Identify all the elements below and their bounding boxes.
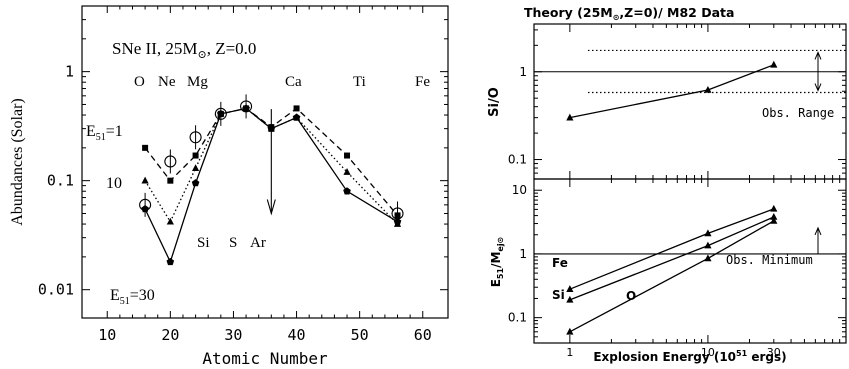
observed-point [240, 100, 253, 113]
si-o-line [569, 64, 775, 119]
si-o-series [534, 49, 846, 121]
series-name-si: Si [552, 288, 565, 302]
series-point-square [293, 105, 300, 112]
series-point-triangle [166, 217, 174, 225]
energy-ratio-x-axis-label: Explosion Energy (1051 ergs) [593, 349, 786, 364]
left-x-tick-label: 50 [351, 326, 369, 344]
series-point-square [142, 144, 149, 151]
energy-ratio-point-fe [704, 229, 712, 237]
si-o-point [770, 60, 778, 68]
label-e51-10: 10 [106, 175, 122, 192]
left-ticks [82, 5, 448, 318]
element-label-mg: Mg [187, 74, 208, 90]
energy-ratio-point-si [704, 241, 712, 249]
left-x-tick-label: 20 [161, 326, 179, 344]
top-element-labels: O Ne Mg Ca Ti Fe [134, 74, 430, 90]
series-point-pentagon [343, 187, 351, 195]
left-y-tick-label: 1 [65, 63, 74, 81]
bottom-element-labels: Si S Ar [197, 235, 266, 251]
si-o-ticks [534, 24, 847, 180]
left-x-tick-label: 10 [98, 326, 116, 344]
right-title: Theory (25M⊙,Z=0)/ M82 Data [524, 5, 734, 22]
energy-ratio-y-tick-label: 1 [519, 247, 527, 261]
left-tick-labels: 10 20 30 40 50 60 0.01 0.1 1 [38, 63, 432, 344]
obs-range-arrowhead-top [814, 51, 822, 60]
energy-ratio-point-fe [770, 204, 778, 212]
series-point-square [192, 152, 199, 159]
energy-ratio-x-tick-label: 10 [701, 346, 715, 359]
energy-ratio-point-fe [566, 285, 574, 292]
model-label: SNe II, 25M⊙, Z=0.0 [112, 39, 256, 61]
series-point-triangle [141, 176, 149, 184]
element-label-si: Si [197, 235, 210, 251]
si-o-y-axis-label: Si/O [487, 87, 502, 117]
energy-ratio-point-o [566, 327, 574, 335]
series-point-pentagon [292, 113, 301, 121]
energy-ratio-tick-labels: 0.1 1 10 1 10 30 [508, 183, 781, 359]
left-abundance-plot: 10 20 30 40 50 600.010.11 Abundances (Solar) … [9, 5, 449, 368]
left-x-axis-label: Atomic Number [202, 349, 328, 368]
energy-ratio-x-tick-label: 30 [767, 346, 781, 359]
si-o-frame [533, 23, 847, 180]
observed-point [391, 207, 404, 220]
label-e51-30: E51=30 [110, 287, 155, 307]
element-label-ti: Ti [353, 74, 366, 90]
element-label-ar: Ar [250, 235, 266, 251]
energy-ratio-panel: 0.1 1 10 1 10 30 Fe Si O E51/Mej⊙ Explosion Ene… [489, 178, 847, 364]
series-name-o: O [626, 289, 636, 303]
element-label-fe: Fe [415, 74, 430, 90]
energy-ratio-point-si [770, 212, 778, 220]
obs-range-label: Obs. Range [762, 106, 834, 120]
observed-point [139, 198, 152, 211]
series-point-square [344, 152, 351, 159]
obs-minimum-label: Obs. Minimum [726, 253, 813, 267]
series-point-pentagon [191, 179, 200, 187]
observed-point [189, 131, 202, 144]
energy-ratio-y-tick-label: 0.1 [508, 311, 527, 325]
left-x-tick-label: 40 [288, 326, 306, 344]
si-o-y-tick-label: 0.1 [508, 153, 527, 167]
energy-ratio-series [534, 204, 846, 335]
element-label-o: O [134, 74, 145, 90]
series-point-square [167, 177, 174, 184]
energy-ratio-frame [533, 178, 847, 344]
label-e51-1: E51=1 [86, 123, 123, 143]
si-o-point [566, 113, 574, 121]
energy-ratio-point-o [704, 254, 712, 262]
obs-range-arrowhead-bottom [814, 83, 822, 92]
element-label-s: S [229, 235, 237, 251]
element-label-ca: Ca [285, 74, 302, 90]
energy-ratio-y-tick-label: 10 [512, 183, 527, 197]
si-o-tick-labels: 0.11 [508, 65, 527, 167]
left-x-tick-label: 60 [414, 326, 432, 344]
left-y-tick-label: 0.1 [47, 172, 74, 190]
left-observed-group [139, 94, 404, 226]
observed-upper-limit-arrowhead [266, 199, 276, 216]
series-point-triangle [343, 168, 351, 175]
left-y-tick-label: 0.01 [38, 281, 74, 299]
obs-minimum-arrowhead [814, 226, 822, 236]
energy-ratio-y-axis-label: E51/Mej⊙ [489, 237, 505, 288]
left-plot-frame [81, 5, 449, 319]
energy-ratio-point-si [566, 295, 574, 303]
series-point-triangle [191, 164, 200, 172]
observed-point [164, 155, 177, 168]
si-o-y-tick-label: 1 [519, 65, 527, 79]
energy-ratio-point-o [770, 216, 778, 224]
energy-ratio-series-names: Fe Si O [552, 256, 636, 303]
series-point-pentagon [166, 257, 175, 266]
left-y-axis-label: Abundances (Solar) [9, 98, 26, 226]
energy-ratio-x-tick-label: 1 [566, 346, 573, 359]
left-x-tick-label: 30 [224, 326, 242, 344]
observed-point [214, 107, 227, 120]
element-label-ne: Ne [158, 74, 176, 90]
si-o-panel: Theory (25M⊙,Z=0)/ M82 Data 0.11 Si/O Ob… [487, 5, 847, 180]
si-o-point [704, 85, 712, 93]
series-name-fe: Fe [552, 256, 568, 270]
